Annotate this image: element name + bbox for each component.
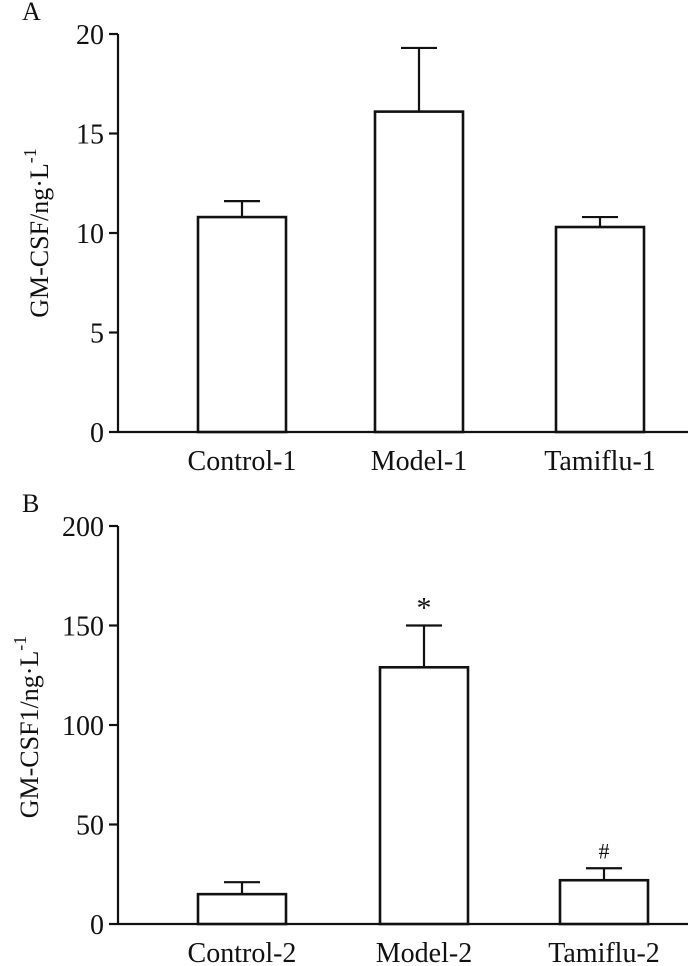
x-tick-label: Model-2 (376, 938, 472, 966)
y-axis-label-superscript: -1 (20, 148, 40, 163)
y-tick-label: 10 (76, 219, 104, 250)
y-tick-label: 0 (90, 910, 104, 941)
bar-model-1 (373, 110, 465, 434)
panel-label: A (22, 0, 41, 26)
bar-tamiflu-1 (554, 225, 646, 434)
x-tick-label: Tamiflu-2 (548, 938, 660, 966)
y-axis-label-text: GM-CSF1/ng·L (15, 651, 44, 819)
bar-model-2 (378, 665, 470, 926)
panel-label: B (22, 489, 39, 518)
y-tick-label: 50 (76, 811, 104, 842)
significance-mark: # (599, 838, 610, 863)
y-tick-label: 200 (62, 512, 104, 543)
y-tick-label: 5 (90, 319, 104, 350)
y-tick-label: 0 (90, 418, 104, 449)
y-axis-label: GM-CSF1/ng·L-1 (10, 636, 44, 819)
bar-tamiflu-2 (558, 878, 650, 926)
significance-mark: * (417, 592, 432, 625)
y-tick-label: 20 (76, 20, 104, 51)
y-tick-label: 150 (62, 612, 104, 643)
y-tick-label: 100 (62, 711, 104, 742)
x-tick-label: Tamiflu-1 (544, 446, 656, 477)
y-tick-label: 15 (76, 120, 104, 151)
y-axis-label: GM-CSF/ng·L-1 (20, 148, 54, 318)
x-tick-label: Control-1 (188, 446, 297, 477)
y-axis-label-superscript: -1 (10, 636, 30, 651)
x-tick-label: Control-2 (188, 938, 297, 966)
bar-control-1 (196, 215, 288, 434)
x-tick-label: Model-1 (371, 446, 467, 477)
y-axis-label-text: GM-CSF/ng·L (25, 163, 54, 318)
bar-control-2 (196, 892, 288, 926)
